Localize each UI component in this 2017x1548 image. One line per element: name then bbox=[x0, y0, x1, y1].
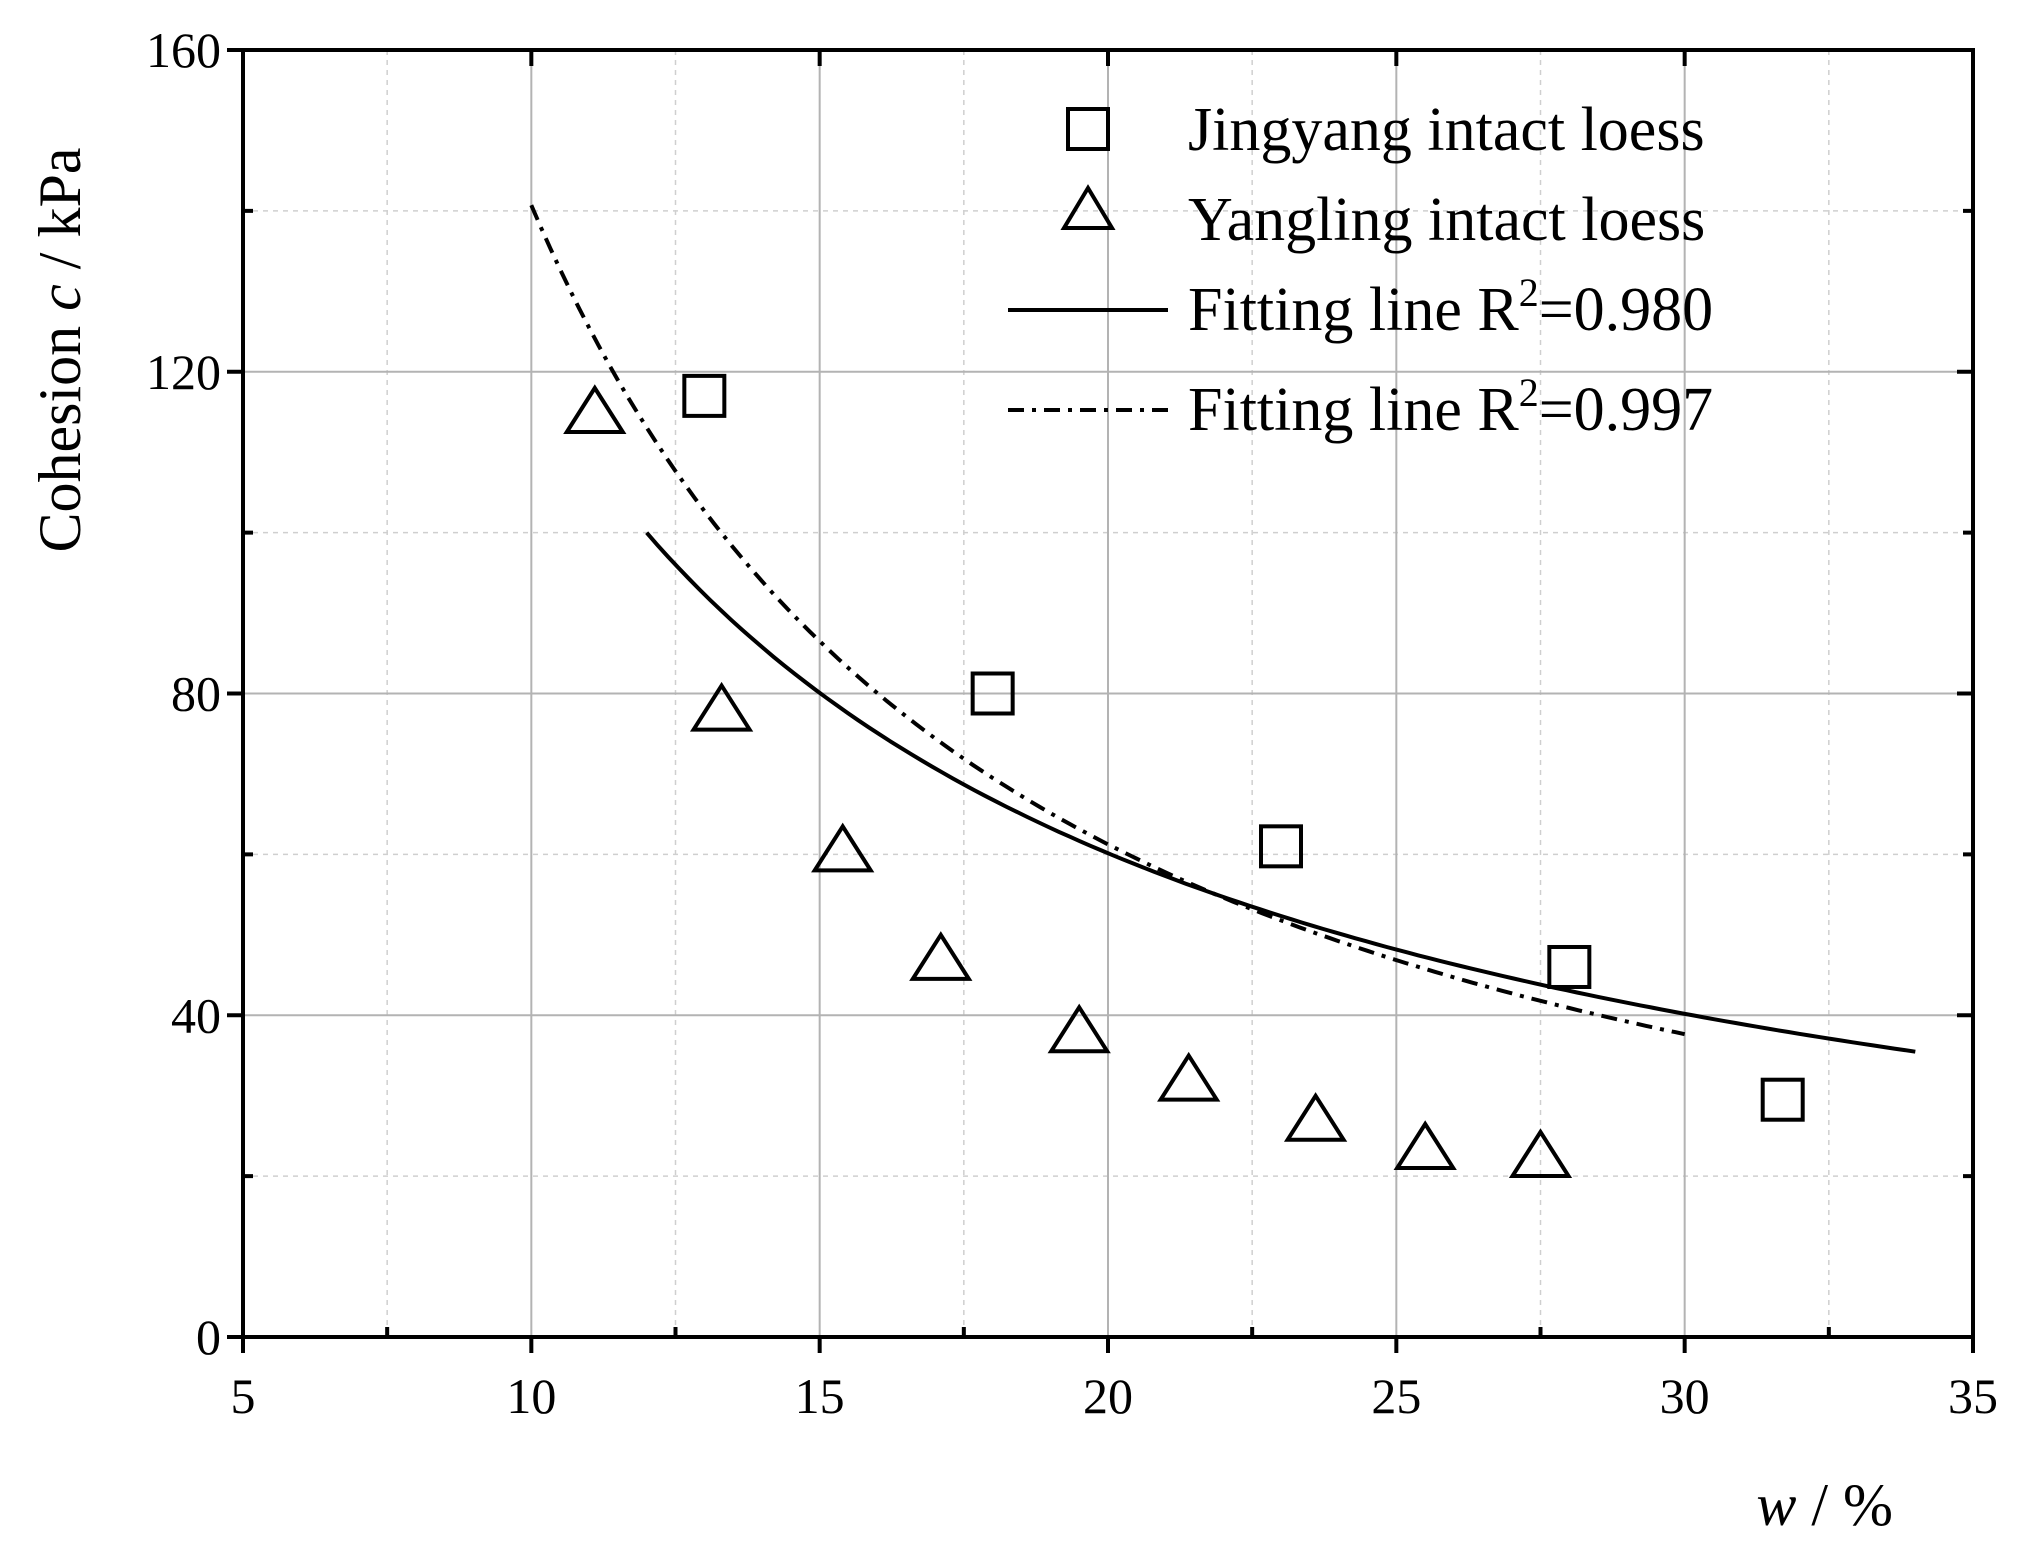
data-point-square bbox=[682, 373, 727, 418]
y-tick-label: 120 bbox=[146, 344, 221, 400]
x-tick-label: 10 bbox=[506, 1368, 556, 1424]
legend-triangle-marker bbox=[1060, 184, 1116, 230]
data-point-triangle bbox=[811, 822, 875, 873]
fit-curves bbox=[529, 204, 1916, 1054]
data-point-square bbox=[1259, 824, 1303, 869]
y-tick-label: 160 bbox=[146, 22, 221, 78]
legend-label-fit-0980: Fitting line R2=0.980 bbox=[1188, 270, 1713, 344]
legend-label-jingyang: Jingyang intact loess bbox=[1188, 96, 1705, 164]
data-point-triangle bbox=[1393, 1120, 1457, 1170]
y-axis-prefix: Cohesion bbox=[27, 311, 93, 553]
data-point-square bbox=[970, 671, 1015, 716]
x-tick-label: 15 bbox=[795, 1368, 845, 1424]
legend-fit2-main: Fitting line R bbox=[1188, 376, 1519, 444]
data-point-square bbox=[1760, 1077, 1805, 1122]
x-tick-label: 5 bbox=[231, 1368, 256, 1424]
x-axis-unit: / % bbox=[1796, 1472, 1893, 1538]
legend-fit1-sup: 2 bbox=[1519, 270, 1539, 315]
data-point-square bbox=[1547, 944, 1592, 989]
y-axis-var: c bbox=[27, 284, 93, 311]
legend-label-yangling: Yangling intact loess bbox=[1188, 186, 1705, 254]
x-tick-label: 25 bbox=[1371, 1368, 1421, 1424]
plot-frame bbox=[241, 48, 1975, 1339]
data-markers bbox=[563, 373, 1805, 1178]
legend-fit2-tail: =0.997 bbox=[1539, 376, 1713, 444]
data-point-triangle bbox=[1157, 1051, 1221, 1102]
grid bbox=[243, 50, 1973, 1337]
legend-fit2-sup: 2 bbox=[1519, 370, 1539, 415]
x-tick-label: 20 bbox=[1083, 1368, 1133, 1424]
data-point-triangle bbox=[1283, 1092, 1348, 1142]
tick-labels: 5 10 15 20 25 30 35 0 40 80 120 160 bbox=[146, 22, 1998, 1424]
axis-ticks bbox=[227, 48, 1975, 1353]
data-point-triangle bbox=[563, 384, 627, 434]
legend-fit1-tail: =0.980 bbox=[1539, 276, 1713, 344]
x-axis-title: w / % bbox=[1756, 1472, 1893, 1538]
x-tick-label: 35 bbox=[1948, 1368, 1998, 1424]
data-point-triangle bbox=[1508, 1128, 1573, 1178]
x-axis-var: w bbox=[1756, 1472, 1796, 1538]
y-tick-label: 40 bbox=[171, 987, 221, 1043]
y-axis-unit: / kPa bbox=[27, 148, 93, 285]
legend-label-fit-0997: Fitting line R2=0.997 bbox=[1188, 370, 1713, 444]
y-axis-title: Cohesion c / kPa bbox=[27, 148, 93, 553]
y-tick-label: 80 bbox=[171, 666, 221, 722]
y-tick-label: 0 bbox=[196, 1309, 221, 1365]
data-point-triangle bbox=[689, 681, 754, 732]
legend-fit1-main: Fitting line R bbox=[1188, 276, 1519, 344]
data-point-triangle bbox=[909, 931, 973, 981]
x-tick-label: 30 bbox=[1660, 1368, 1710, 1424]
fit-curve-2 bbox=[645, 531, 1916, 1054]
legend-square-marker bbox=[1066, 107, 1110, 151]
data-point-triangle bbox=[1047, 1003, 1111, 1054]
legend: Jingyang intact loess Yangling intact lo… bbox=[1008, 96, 1713, 444]
